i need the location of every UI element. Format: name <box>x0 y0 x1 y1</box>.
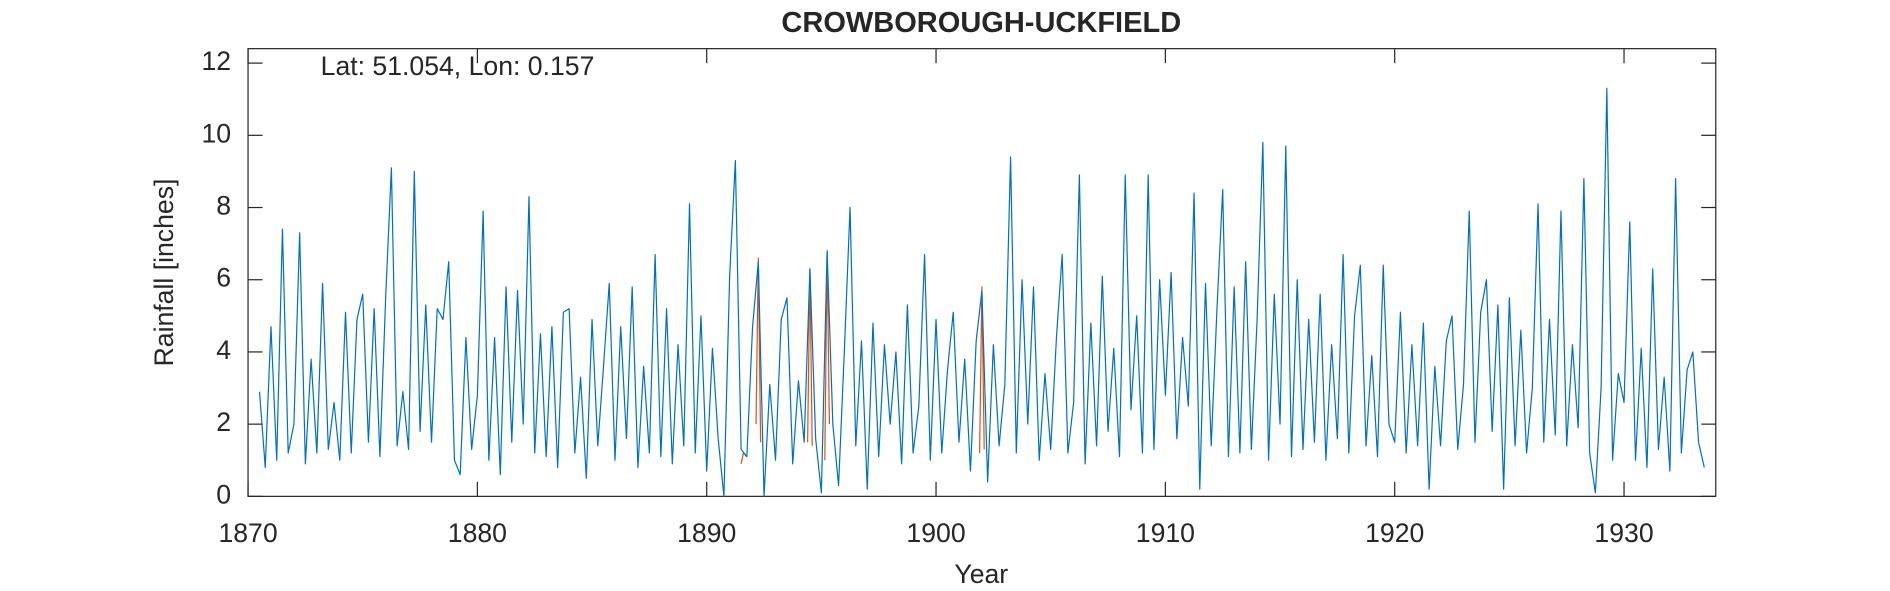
x-axis-label: Year <box>954 559 1008 589</box>
chart-title: CROWBOROUGH-UCKFIELD <box>781 7 1181 39</box>
annotation: Lat: 51.054, Lon: 0.157 <box>321 51 595 81</box>
y-tick-label: 6 <box>216 263 231 293</box>
x-tick-label: 1900 <box>906 518 965 548</box>
x-tick-label: 1910 <box>1136 518 1195 548</box>
plot-area <box>258 87 1705 497</box>
x-tick-label: 1890 <box>677 518 736 548</box>
y-tick-label: 10 <box>201 118 231 148</box>
y-tick-label: 8 <box>216 191 231 221</box>
x-tick-label: 1870 <box>218 518 277 548</box>
y-tick-label: 12 <box>201 46 231 76</box>
y-tick-label: 2 <box>216 407 231 437</box>
x-tick-label: 1880 <box>448 518 507 548</box>
x-tick-label: 1930 <box>1594 518 1653 548</box>
data-line <box>258 87 1705 497</box>
x-tick-label: 1920 <box>1365 518 1424 548</box>
y-tick-label: 0 <box>216 479 231 509</box>
axes-box <box>247 48 1717 497</box>
y-axis-label: Rainfall [inches] <box>149 179 179 367</box>
y-tick-label: 4 <box>216 335 231 365</box>
